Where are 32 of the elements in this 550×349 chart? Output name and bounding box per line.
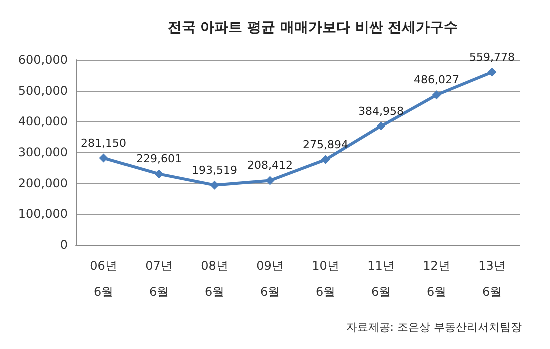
point — [266, 176, 275, 186]
y-tick-label: 500,000 — [18, 84, 68, 98]
point — [488, 68, 497, 77]
point — [376, 122, 386, 131]
point — [99, 154, 108, 163]
data-label: 486,027 — [414, 74, 460, 87]
data-label: 275,894 — [303, 138, 348, 152]
data-label: 384,958 — [358, 104, 404, 118]
y-tick-label: 400,000 — [18, 114, 68, 129]
chart-title: 전국 아파트 평균 매매가보다 비싼 전세가구수 — [168, 20, 458, 36]
data-label: 208,412 — [248, 159, 293, 172]
x-tick-label: 07년 6월 — [146, 259, 173, 299]
x-tick-label: 12년 6월 — [423, 259, 450, 299]
data-label: 193,519 — [192, 164, 238, 177]
y-tick-label: 600,000 — [18, 53, 68, 67]
text: 자료제공: 조은상 부동산리서치팀장 — [346, 321, 522, 334]
x-tick-label: 08년 6월 — [201, 259, 228, 299]
y-tick-label: 300,000 — [18, 146, 68, 160]
x-tick-label: 06년 6월 — [90, 259, 118, 299]
data-label: 281,150 — [81, 136, 126, 150]
point — [432, 90, 442, 100]
y-tick-label: 0 — [60, 238, 68, 252]
point — [321, 155, 330, 164]
x-tick-label: 10년 6월 — [312, 259, 340, 299]
y-tick-label: 200,000 — [18, 176, 68, 190]
point — [154, 170, 164, 179]
data-label: 229,601 — [136, 152, 182, 166]
data-label: 559,778 — [470, 50, 515, 64]
x-tick-label: 13년 6월 — [478, 259, 506, 299]
x-tick-label: 11년 6월 — [368, 259, 395, 299]
x-tick-label: 09년 6월 — [256, 259, 284, 299]
y-tick-label: 100,000 — [18, 207, 68, 222]
